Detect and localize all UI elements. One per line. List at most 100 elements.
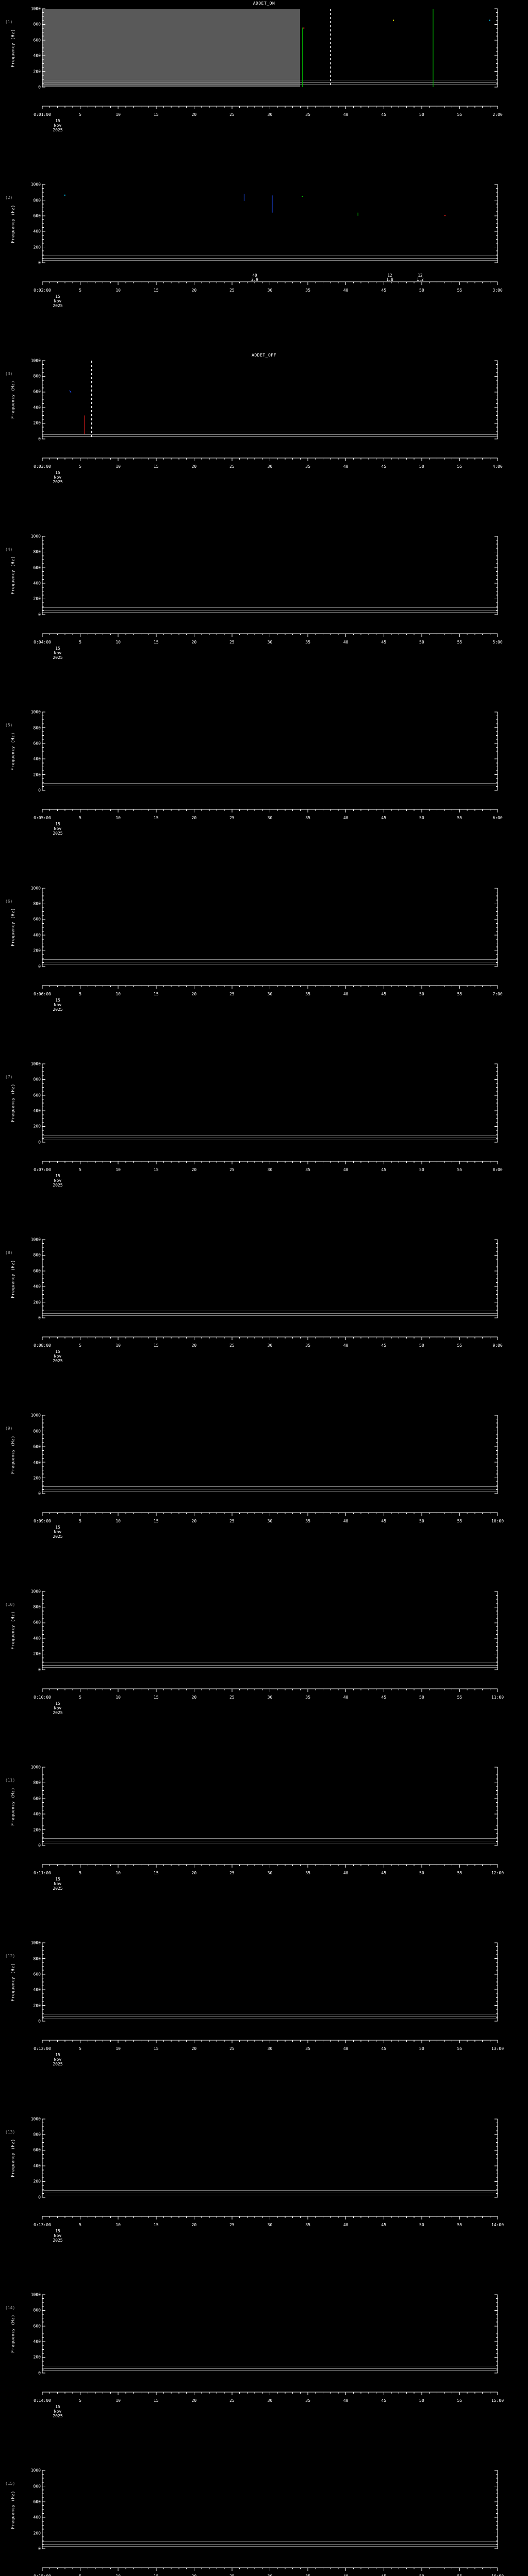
x-axis-ticks (42, 1688, 498, 1692)
x-tick-end-label: 5:00 (492, 639, 503, 645)
x-axis-date-line: 15 (55, 2404, 60, 2409)
x-tick-label: 5 (79, 1694, 81, 1700)
x-axis-date-line: Nov (54, 1354, 62, 1359)
x-tick-label: 15 (153, 1167, 159, 1172)
x-axis-spine (42, 1864, 498, 1868)
x-axis-ticks (42, 281, 498, 285)
x-tick-label: 25 (229, 1167, 235, 1172)
y-tick-label: 0 (38, 1667, 41, 1672)
y-tick-label: 0 (38, 612, 41, 617)
y-axis-label-text: Frequency (Hz) (10, 1083, 15, 1123)
annotation-line: 1.2 (417, 277, 424, 282)
x-axis-spine (42, 1161, 498, 1164)
x-tick-label: 10 (116, 2398, 121, 2403)
x-tick-label: 20 (191, 2046, 197, 2052)
x-tick-label: 50 (419, 112, 424, 117)
x-axis-date: 15 Nov 2025 (42, 646, 73, 660)
y-tick-label: 1000 (30, 709, 41, 715)
x-axis-ticks (42, 2392, 498, 2395)
y-axis-spine-right (494, 536, 498, 615)
x-tick-label: 15 (153, 2222, 159, 2227)
x-tick-start-label: 0:10:00 (34, 1694, 51, 1700)
y-tick-label: 600 (33, 1796, 41, 1801)
y-tick-label: 600 (33, 741, 41, 746)
x-tick-label: 45 (381, 1694, 387, 1700)
y-axis-label: Frequency (Hz) (9, 184, 16, 263)
y-axis-label-text: Frequency (Hz) (10, 2139, 15, 2177)
x-tick-label: 5 (79, 2046, 81, 2052)
x-tick-label: 55 (457, 2574, 463, 2576)
x-tick-label: 5 (79, 1343, 81, 1348)
x-tick-label: 20 (191, 2222, 197, 2227)
y-tick-labels: 0 200 400 600 800 1000 (19, 1238, 41, 1320)
plot-area (42, 1415, 498, 1494)
y-tick-label: 200 (33, 772, 41, 777)
x-tick-label: 30 (267, 112, 273, 117)
x-tick-labels: 0:15:00 5 10 15 20 25 30 35 40 45 50 55 16:00 (0, 2574, 528, 2576)
x-tick-label: 15 (153, 288, 159, 293)
no-data-shaded-region (42, 9, 301, 87)
plot-area (42, 184, 498, 263)
y-axis-label: Frequency (Hz) (9, 2470, 16, 2549)
annotation-label: 40 2.9 (251, 274, 258, 282)
x-tick-label: 5 (79, 1167, 81, 1172)
x-tick-label: 40 (343, 1167, 349, 1172)
x-axis-date-line: 2025 (53, 1886, 63, 1891)
plot-svg (42, 536, 498, 615)
y-axis-label-text: Frequency (Hz) (10, 2314, 15, 2353)
y-tick-label: 0 (38, 2195, 41, 2200)
panel-number: (3) (5, 371, 13, 376)
y-axis-label-text: Frequency (Hz) (10, 1963, 15, 2002)
x-tick-label: 20 (191, 2398, 197, 2403)
y-tick-label: 0 (38, 436, 41, 442)
x-tick-label: 50 (419, 1343, 424, 1348)
x-tick-label: 10 (116, 1167, 121, 1172)
x-tick-label: 35 (305, 1871, 310, 1875)
x-tick-label: 35 (305, 1167, 310, 1172)
y-axis-spine-left (42, 1239, 45, 1318)
y-tick-label: 800 (33, 1077, 41, 1082)
y-tick-label: 0 (38, 2019, 41, 2024)
x-tick-label: 55 (457, 464, 463, 469)
chart-panel: (15) Frequency (Hz) 0 200 400 600 800 1000 0:15:… (0, 2462, 528, 2576)
plot-area (42, 1591, 498, 1670)
y-tick-labels: 0 200 400 600 800 1000 (19, 886, 41, 969)
panel-number: (11) (5, 1778, 15, 1783)
x-axis-ticks (42, 1864, 498, 1868)
x-tick-label: 45 (381, 2046, 387, 2052)
x-tick-label: 45 (381, 991, 387, 996)
x-tick-labels: 0:11:00 5 10 15 20 25 30 35 40 45 50 55 12:00 (0, 1871, 528, 1877)
x-axis-date-line: 15 (55, 646, 60, 651)
panel-number: (13) (5, 2129, 15, 2134)
x-tick-label: 10 (116, 1694, 121, 1700)
x-tick-label: 50 (419, 2574, 424, 2576)
x-tick-label: 5 (79, 2222, 81, 2227)
data-point (489, 20, 490, 21)
x-tick-label: 30 (268, 2574, 273, 2576)
data-point (302, 196, 303, 197)
y-axis-label-text: Frequency (Hz) (10, 28, 15, 67)
y-axis-spine-left (42, 888, 45, 967)
x-tick-label: 35 (305, 639, 310, 645)
plot-area (42, 1239, 498, 1318)
panel-title: ADDET_OFF (252, 352, 276, 358)
x-tick-start-label: 0:12:00 (34, 2046, 51, 2052)
x-tick-label: 10 (116, 2046, 121, 2052)
y-tick-label: 400 (33, 2515, 41, 2520)
y-axis-spine-right (494, 1942, 498, 2022)
y-tick-label: 600 (33, 1972, 41, 1977)
x-tick-start-label: 0:02:00 (34, 288, 51, 293)
x-axis-date-line: 2025 (53, 1007, 63, 1012)
annotation-label: 12 1.8 (386, 274, 393, 282)
x-axis-date: 15 Nov 2025 (42, 1877, 73, 1891)
y-tick-label: 800 (33, 1956, 41, 1961)
y-axis-spine-left (42, 1942, 45, 2022)
y-tick-label: 1000 (30, 2292, 41, 2297)
x-tick-label: 40 (343, 464, 349, 469)
panel-number: (2) (5, 195, 13, 200)
x-tick-label: 20 (191, 464, 197, 469)
y-axis-label: Frequency (Hz) (9, 9, 16, 87)
x-tick-label: 35 (305, 1519, 310, 1524)
x-tick-start-label: 0:09:00 (34, 1519, 51, 1524)
chart-panel: (5) Frequency (Hz) 0 200 400 600 800 1000 0:05:0… (0, 703, 528, 879)
